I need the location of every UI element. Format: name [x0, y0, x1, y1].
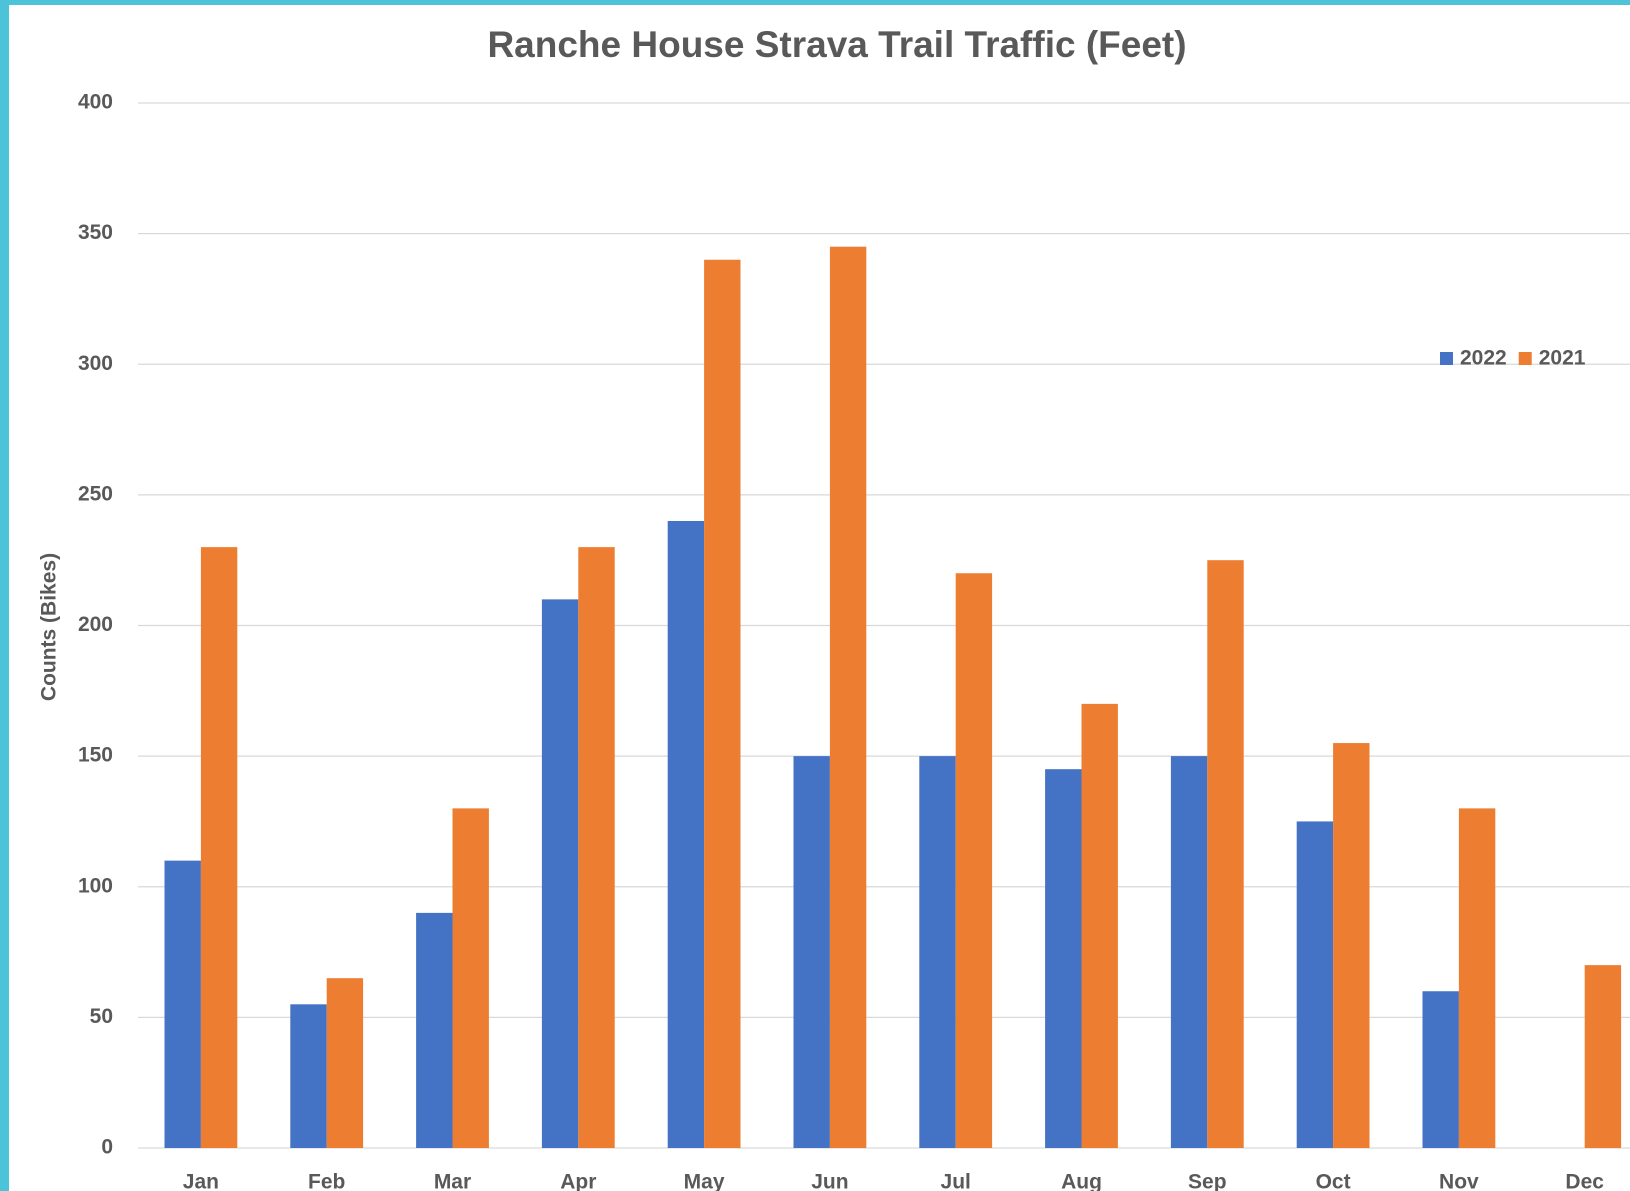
bar — [1081, 703, 1118, 1148]
bar — [955, 573, 993, 1148]
x-tick-label: Apr — [560, 1171, 596, 1191]
x-tick-label: Jan — [183, 1171, 219, 1191]
bar — [416, 912, 453, 1148]
bar — [290, 1004, 327, 1148]
bar — [1584, 965, 1622, 1148]
x-tick-label: Dec — [1565, 1171, 1604, 1191]
bar — [541, 599, 579, 1148]
bar — [578, 547, 615, 1148]
bar — [1458, 808, 1496, 1148]
y-tick-label: 150 — [78, 744, 113, 767]
y-tick-label: 250 — [78, 482, 113, 505]
legend-label: 2022 — [1460, 347, 1507, 370]
bar — [1422, 991, 1459, 1148]
y-tick-label: 0 — [101, 1136, 113, 1159]
x-tick-label: Nov — [1439, 1171, 1479, 1191]
legend-swatch — [1440, 352, 1453, 365]
x-tick-label: May — [684, 1171, 725, 1191]
bar — [1333, 743, 1370, 1148]
frame-left — [0, 0, 9, 1191]
bar — [1296, 821, 1334, 1148]
frame-top — [0, 0, 1630, 5]
x-tick-label: Jun — [811, 1171, 848, 1191]
bar — [452, 808, 489, 1148]
bar — [704, 259, 741, 1148]
bar — [1170, 756, 1208, 1148]
x-tick-label: Aug — [1061, 1171, 1102, 1191]
bar — [667, 521, 705, 1148]
bar — [919, 756, 956, 1148]
x-tick-label: Sep — [1188, 1171, 1227, 1191]
bar — [1207, 560, 1244, 1148]
x-tick-label: Mar — [434, 1171, 471, 1191]
y-axis-label: Counts (Bikes) — [38, 553, 61, 701]
chart-title: Ranche House Strava Trail Traffic (Feet) — [487, 24, 1186, 65]
y-tick-label: 350 — [78, 221, 113, 244]
y-tick-label: 50 — [90, 1005, 113, 1028]
bar — [326, 978, 364, 1148]
y-tick-label: 400 — [78, 91, 113, 114]
legend-swatch — [1518, 352, 1532, 365]
bar — [164, 860, 201, 1148]
x-tick-label: Jul — [941, 1171, 971, 1191]
x-tick-label: Oct — [1316, 1171, 1351, 1191]
bar — [829, 246, 867, 1148]
y-tick-label: 200 — [78, 613, 113, 636]
bar — [200, 547, 238, 1148]
y-tick-label: 100 — [78, 874, 113, 897]
bar — [1045, 769, 1082, 1148]
legend-label: 2021 — [1539, 347, 1586, 370]
x-tick-label: Feb — [308, 1171, 345, 1191]
y-tick-label: 300 — [78, 352, 113, 375]
bar — [793, 756, 830, 1148]
